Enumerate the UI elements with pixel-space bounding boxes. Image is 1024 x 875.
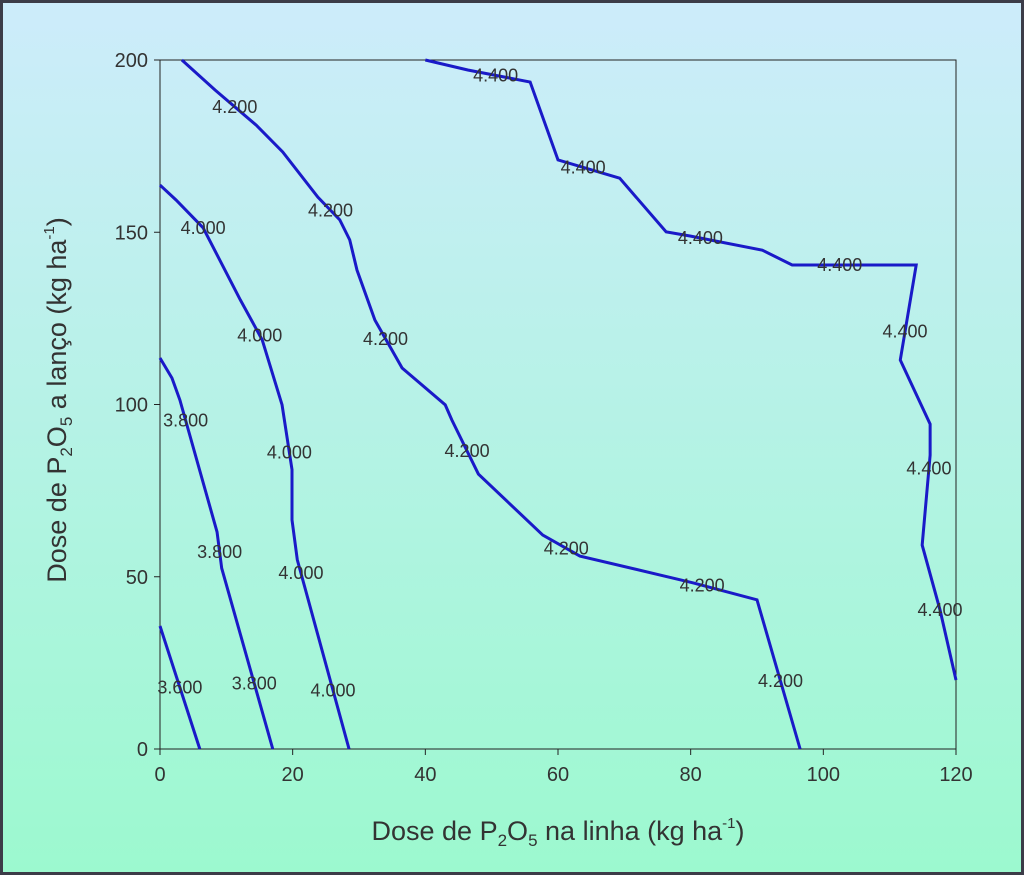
contour-label: 4.000: [278, 563, 323, 583]
y-tick-label: 50: [126, 567, 148, 589]
contour-label: 4.400: [917, 600, 962, 620]
x-tick-label: 20: [282, 764, 304, 786]
contour-label: 4.400: [817, 255, 862, 275]
contour-label: 4.000: [181, 218, 226, 238]
contour-label: 4.200: [445, 441, 490, 461]
contour-label: 3.800: [232, 674, 277, 694]
y-tick-label: 150: [115, 222, 148, 244]
contour-label: 4.200: [680, 575, 725, 595]
contour-label: 4.000: [267, 443, 312, 463]
x-tick-label: 80: [680, 764, 702, 786]
contour-line: [158, 357, 275, 750]
contour-label: 4.200: [308, 200, 353, 220]
x-tick-label: 60: [547, 764, 569, 786]
y-tick-label: 100: [115, 395, 148, 417]
contour-label: 4.400: [678, 228, 723, 248]
x-tick-label: 120: [939, 764, 972, 786]
contour-line: [158, 183, 351, 750]
y-axis-title: Dose de P2O5 a lanço (kg ha-1): [41, 217, 76, 582]
contour-label: 4.000: [310, 680, 355, 700]
x-tick-label: 100: [807, 764, 840, 786]
contour-label: 4.400: [561, 157, 606, 177]
x-axis-title: Dose de P2O5 na linha (kg ha-1): [372, 815, 745, 850]
contour-line: [424, 58, 958, 681]
contour-line: [158, 625, 202, 750]
contour-label: 4.200: [363, 329, 408, 349]
contour-label: 4.400: [883, 322, 928, 342]
contour-label: 3.800: [197, 542, 242, 562]
contour-label: 4.000: [237, 325, 282, 345]
contour-label: 4.200: [544, 538, 589, 558]
contour-label: 4.200: [212, 97, 257, 117]
contour-label: 3.800: [163, 411, 208, 431]
contour-line: [180, 58, 802, 750]
x-tick-label: 40: [414, 764, 436, 786]
contour-label: 4.400: [906, 459, 951, 479]
contour-label: 4.400: [473, 65, 518, 85]
contour-label: 4.200: [758, 671, 803, 691]
y-tick-label: 200: [115, 50, 148, 72]
y-tick-label: 0: [137, 739, 148, 761]
x-tick-label: 0: [154, 764, 165, 786]
contour-label: 3.600: [157, 678, 202, 698]
